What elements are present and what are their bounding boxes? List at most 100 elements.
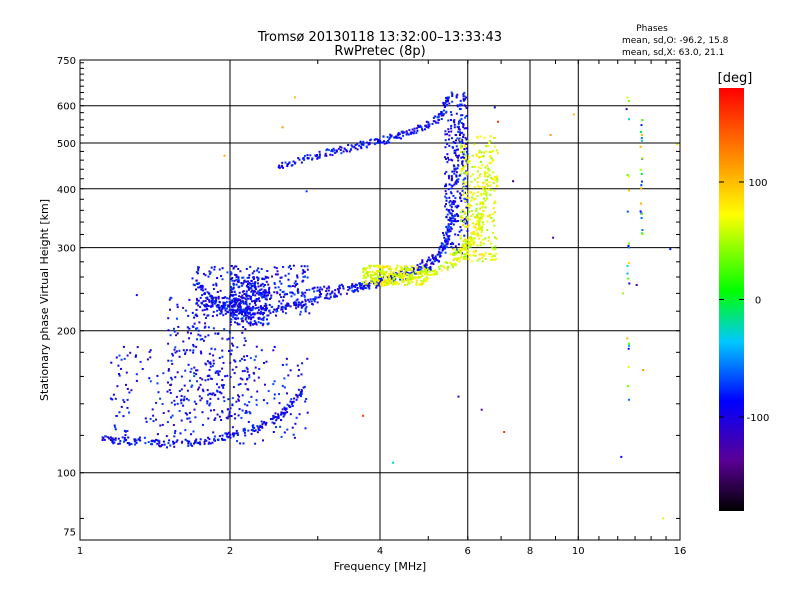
- data-point: [291, 292, 294, 295]
- data-point: [233, 279, 236, 282]
- data-point: [387, 278, 390, 281]
- data-point: [445, 110, 448, 113]
- data-point: [199, 383, 202, 386]
- data-point: [289, 264, 291, 267]
- data-point: [289, 305, 292, 308]
- data-point: [217, 332, 219, 335]
- data-point: [120, 358, 123, 361]
- data-point: [122, 399, 125, 402]
- data-point: [424, 273, 427, 276]
- data-point: [228, 337, 231, 340]
- data-point: [235, 309, 238, 312]
- data-point: [266, 270, 269, 272]
- data-point: [481, 221, 484, 224]
- data-point: [190, 367, 193, 370]
- data-point: [327, 289, 330, 292]
- data-point: [261, 324, 264, 327]
- data-point: [425, 124, 428, 127]
- data-point: [292, 433, 295, 436]
- data-point: [406, 283, 409, 286]
- data-point: [233, 413, 236, 416]
- data-point: [394, 283, 397, 286]
- data-point: [381, 273, 384, 275]
- data-point: [199, 438, 202, 441]
- data-point: [454, 133, 457, 136]
- data-point: [123, 357, 126, 360]
- data-point: [425, 264, 428, 267]
- data-point: [233, 312, 236, 315]
- data-point: [494, 247, 497, 250]
- data-point: [460, 211, 462, 214]
- data-point: [235, 265, 238, 268]
- data-point: [257, 309, 260, 312]
- data-point: [223, 328, 226, 331]
- data-point: [212, 288, 215, 290]
- data-point: [220, 419, 223, 421]
- data-point: [453, 119, 456, 122]
- data-point: [231, 336, 234, 339]
- data-point: [212, 300, 215, 303]
- data-point: [463, 156, 466, 159]
- data-point: [244, 339, 247, 342]
- data-point: [457, 148, 459, 151]
- data-point: [490, 176, 493, 179]
- legend-title: Phases: [636, 24, 668, 34]
- data-point: [451, 100, 454, 103]
- data-point: [459, 150, 462, 153]
- data-point: [303, 294, 306, 297]
- data-point: [308, 312, 311, 315]
- data-point: [491, 220, 494, 223]
- data-point: [497, 120, 499, 123]
- data-point: [412, 272, 415, 275]
- data-point: [475, 153, 478, 156]
- data-point: [466, 225, 469, 228]
- x-tick-label: 2: [227, 546, 233, 557]
- data-point: [383, 284, 386, 286]
- data-point: [248, 316, 251, 319]
- data-point: [415, 267, 418, 269]
- data-point: [273, 281, 276, 284]
- data-point: [462, 93, 465, 96]
- data-point: [462, 164, 465, 167]
- data-point: [454, 262, 457, 265]
- data-point: [455, 213, 458, 215]
- data-point: [186, 326, 189, 329]
- data-point: [495, 149, 498, 152]
- data-point: [217, 373, 220, 376]
- data-point: [435, 271, 438, 274]
- data-point: [282, 296, 285, 298]
- data-point: [118, 442, 121, 445]
- data-point: [199, 377, 202, 379]
- data-point: [398, 276, 400, 278]
- data-point: [244, 313, 247, 316]
- data-point: [328, 286, 331, 289]
- data-point: [262, 307, 264, 310]
- data-point: [455, 174, 458, 177]
- data-point: [277, 416, 280, 419]
- data-point: [459, 192, 462, 195]
- data-point: [248, 282, 251, 284]
- data-point: [375, 277, 377, 280]
- data-point: [359, 287, 362, 290]
- data-point: [184, 412, 187, 415]
- data-point: [161, 423, 164, 426]
- data-point: [300, 373, 303, 376]
- data-point: [189, 349, 192, 352]
- data-point: [489, 242, 492, 245]
- data-point: [207, 314, 210, 317]
- data-point: [426, 268, 429, 270]
- data-point: [426, 260, 429, 263]
- data-point: [326, 297, 329, 300]
- data-point: [480, 231, 483, 233]
- data-point: [455, 96, 458, 99]
- data-point: [262, 319, 265, 322]
- data-point: [250, 316, 253, 319]
- data-point: [295, 304, 298, 306]
- data-point: [232, 432, 235, 435]
- data-point: [280, 276, 283, 279]
- data-point: [260, 292, 263, 295]
- data-point: [389, 270, 392, 273]
- data-point: [480, 193, 483, 195]
- y-axis-label: Stationary phase Virtual Height [km]: [38, 199, 51, 401]
